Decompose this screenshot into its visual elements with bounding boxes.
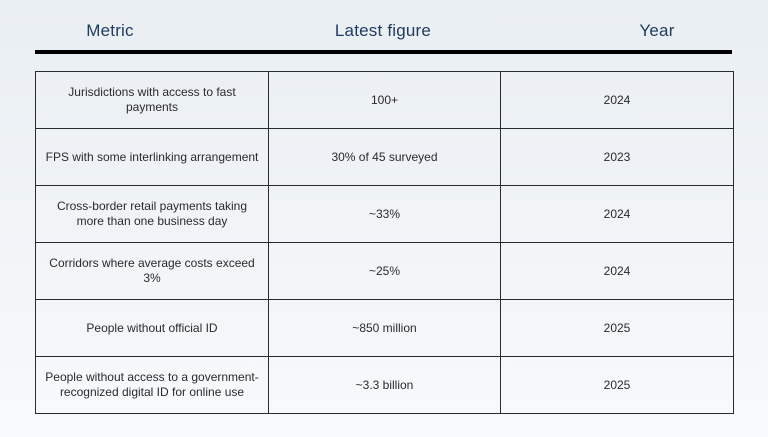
cell-metric: People without access to a government-re… <box>35 356 269 414</box>
table-row: FPS with some interlinking arrangement 3… <box>35 128 734 186</box>
metrics-table: Jurisdictions with access to fast paymen… <box>35 71 734 414</box>
cell-year: 2025 <box>500 299 734 357</box>
cell-figure: 30% of 45 surveyed <box>268 128 501 186</box>
cell-figure: ~33% <box>268 185 501 243</box>
table-row: Cross-border retail payments taking more… <box>35 185 734 243</box>
cell-figure: ~25% <box>268 242 501 300</box>
header-year: Year <box>639 21 675 40</box>
cell-year: 2024 <box>500 185 734 243</box>
table-row: Jurisdictions with access to fast paymen… <box>35 71 734 129</box>
cell-figure: 100+ <box>268 71 501 129</box>
cell-figure: ~850 million <box>268 299 501 357</box>
cell-metric: FPS with some interlinking arrangement <box>35 128 269 186</box>
header-divider <box>35 50 732 54</box>
cell-year: 2024 <box>500 71 734 129</box>
header-metric: Metric <box>86 21 134 40</box>
cell-metric: Corridors where average costs exceed 3% <box>35 242 269 300</box>
cell-metric: Jurisdictions with access to fast paymen… <box>35 71 269 129</box>
cell-year: 2023 <box>500 128 734 186</box>
table-row: People without access to a government-re… <box>35 356 734 414</box>
cell-metric: People without official ID <box>35 299 269 357</box>
table-row: People without official ID ~850 million … <box>35 299 734 357</box>
table-row: Corridors where average costs exceed 3% … <box>35 242 734 300</box>
cell-metric: Cross-border retail payments taking more… <box>35 185 269 243</box>
header-latest-figure: Latest figure <box>334 21 432 40</box>
table-header: Metric Latest figure Year <box>35 0 732 50</box>
cell-year: 2025 <box>500 356 734 414</box>
cell-year: 2024 <box>500 242 734 300</box>
cell-figure: ~3.3 billion <box>268 356 501 414</box>
